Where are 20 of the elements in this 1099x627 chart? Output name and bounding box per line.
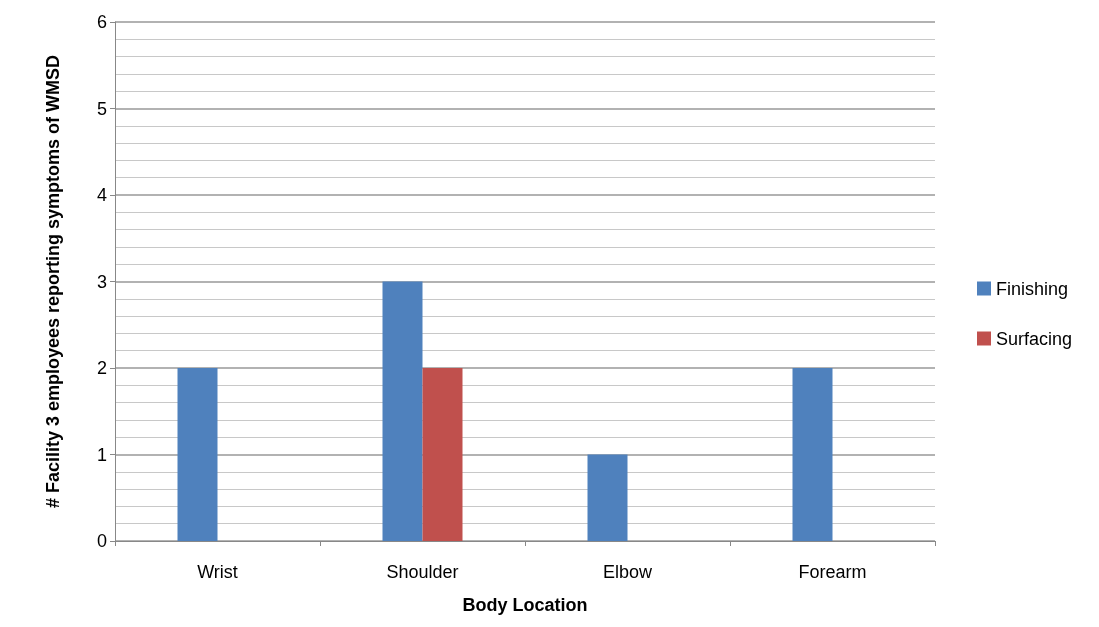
x-tick-label: Forearm (798, 562, 867, 582)
x-tick-label: Elbow (602, 562, 654, 582)
legend-label: Surfacing (996, 328, 1073, 349)
y-tick-label: 1 (96, 444, 107, 465)
x-axis-title: Body Location (462, 595, 588, 615)
bar (422, 368, 463, 541)
y-tick-label: 6 (96, 12, 107, 32)
y-tick-label: 0 (96, 531, 107, 551)
y-tick-label: 3 (96, 271, 107, 292)
y-tick-label: 4 (96, 185, 107, 205)
bar (177, 368, 218, 541)
x-tick-label: Shoulder (386, 562, 459, 582)
y-tick-label: 2 (96, 358, 107, 378)
bar (792, 368, 833, 541)
y-axis-title: # Facility 3 employees reporting symptoms of WMSD (43, 54, 63, 509)
bar (587, 454, 628, 541)
x-tick-label: Wrist (197, 562, 238, 582)
y-tick-label: 5 (96, 98, 107, 119)
bar (382, 281, 423, 541)
legend-label: Finishing (996, 278, 1069, 299)
